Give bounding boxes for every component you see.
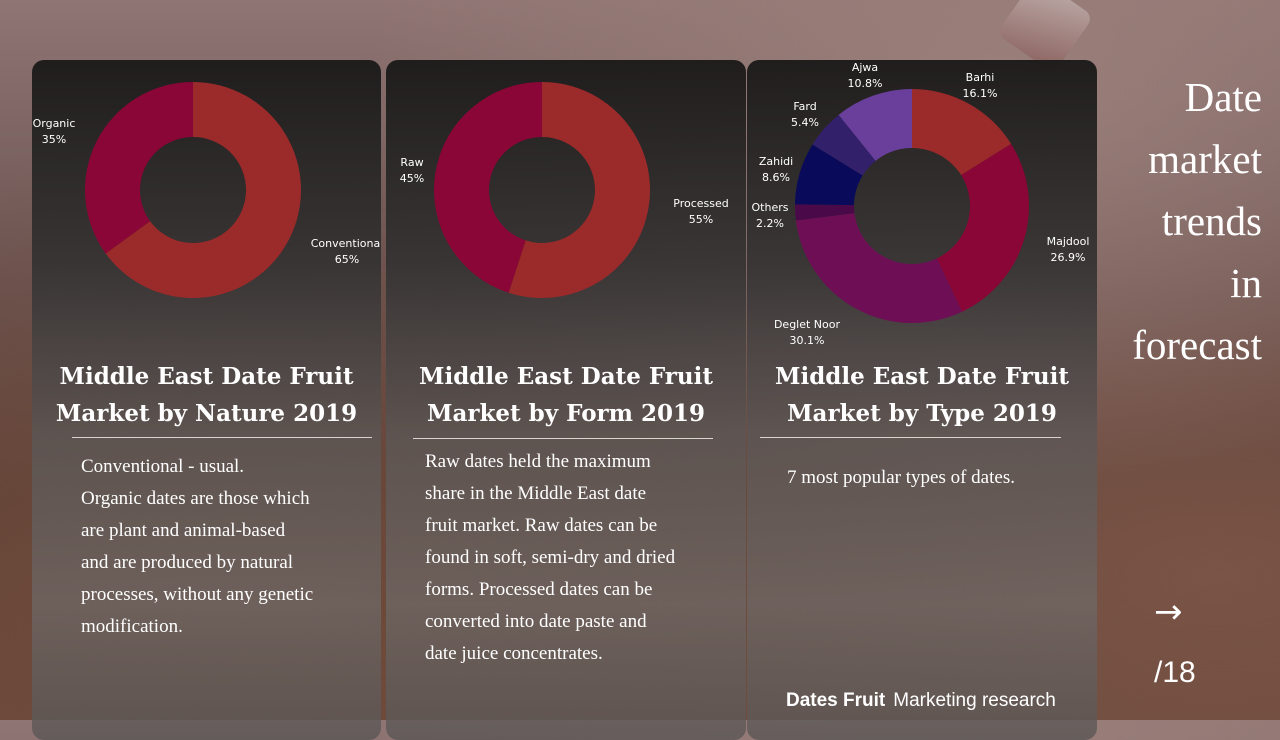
form-donut-chart: Processed 55% Raw 45% <box>400 82 729 298</box>
side-title-line: market <box>1148 136 1262 182</box>
category-label: Conventional <box>311 237 381 250</box>
value-label: 2.2% <box>756 217 784 230</box>
type-donut-chart: Barhi 16.1% Majdool 26.9% Deglet Noor 30.1% Ot… <box>752 61 1090 347</box>
side-title-line: forecast <box>1132 322 1262 368</box>
side-title-line: in <box>1230 260 1262 306</box>
page-number: /18 <box>1154 656 1196 689</box>
nature-donut-chart: Conventional 65% Organic 35% <box>33 82 381 298</box>
next-arrow-icon[interactable]: → <box>1154 592 1183 632</box>
nature-divider <box>72 437 372 438</box>
slice-organic <box>85 82 193 254</box>
form-title-line-2: Market by Form 2019 <box>426 400 706 427</box>
category-label: Processed <box>673 197 728 210</box>
value-label: 35% <box>42 133 66 146</box>
form-desc-line: forms. Processed dates can be <box>425 579 653 600</box>
value-label: 30.1% <box>790 334 825 347</box>
slice-ajwa <box>838 89 912 161</box>
category-label: Barhi <box>966 71 995 84</box>
value-label: 55% <box>689 213 713 226</box>
nature-desc-line: processes, without any genetic <box>81 584 314 605</box>
category-label: Majdool <box>1047 235 1090 248</box>
nature-desc-line: Organic dates are those which <box>81 488 310 509</box>
nature-title-line-1: Middle East Date Fruit <box>59 363 354 390</box>
form-desc-line: date juice concentrates. <box>425 643 603 664</box>
form-desc-line: fruit market. Raw dates can be <box>425 515 658 536</box>
slice-raw <box>433 82 542 293</box>
nature-card: Conventional 65% Organic 35% Middle East Da… <box>32 60 381 740</box>
form-desc-line: found in soft, semi-dry and dried <box>425 547 676 568</box>
footer: Dates Fruit Marketing research <box>786 690 1056 712</box>
form-card-title: Middle East Date Fruit Market by Form 20… <box>386 358 746 432</box>
nature-card-title: Middle East Date Fruit Market by Nature … <box>32 358 381 432</box>
slice-conventional <box>105 82 302 298</box>
side-title-line: Date <box>1184 74 1262 120</box>
category-label: Fard <box>793 100 816 113</box>
value-label: 45% <box>400 172 424 185</box>
type-divider <box>760 437 1061 438</box>
type-description: 7 most popular types of dates. <box>787 462 1015 494</box>
value-label: 8.6% <box>762 171 790 184</box>
slice-majdool <box>936 143 1029 312</box>
nature-desc-line: and are produced by natural <box>81 552 294 573</box>
slice-fard <box>812 114 876 176</box>
type-card-title: Middle East Date Fruit Market by Type 20… <box>747 358 1097 432</box>
category-label: Ajwa <box>852 61 878 74</box>
footer-subtitle: Marketing research <box>893 690 1056 711</box>
type-desc-line: 7 most popular types of dates. <box>787 467 1015 488</box>
category-label: Deglet Noor <box>774 318 841 331</box>
slice-others <box>795 204 855 221</box>
side-title-line: trends <box>1161 198 1262 244</box>
slice-deglet-noor <box>795 213 963 323</box>
slice-barhi <box>912 89 1012 176</box>
form-title-line-1: Middle East Date Fruit <box>419 363 713 390</box>
value-label: 65% <box>335 253 359 266</box>
value-label: 5.4% <box>791 116 819 129</box>
side-title: Date market trends in forecast <box>1132 66 1262 376</box>
footer-brand: Dates Fruit <box>786 690 886 711</box>
form-desc-line: Raw dates held the maximum <box>425 451 651 472</box>
form-card: Processed 55% Raw 45% Middle East Date Frui… <box>386 60 746 740</box>
form-desc-line: share in the Middle East date <box>425 483 647 504</box>
form-desc-line: converted into date paste and <box>425 611 647 632</box>
category-label: Organic <box>33 117 76 130</box>
nature-description: Conventional - usual. Organic dates are … <box>81 451 313 643</box>
category-label: Raw <box>400 156 423 169</box>
type-title-line-2: Market by Type 2019 <box>787 400 1057 427</box>
slice-processed <box>508 82 650 298</box>
category-label: Zahidi <box>759 155 793 168</box>
form-divider <box>413 438 713 439</box>
nature-desc-line: Conventional - usual. <box>81 456 245 477</box>
nature-desc-line: modification. <box>81 616 183 637</box>
type-title-line-1: Middle East Date Fruit <box>775 363 1069 390</box>
value-label: 26.9% <box>1051 251 1086 264</box>
nature-desc-line: are plant and animal-based <box>81 520 286 541</box>
form-description: Raw dates held the maximum share in the … <box>425 446 675 670</box>
value-label: 10.8% <box>848 77 883 90</box>
slice-zahidi <box>795 144 863 206</box>
value-label: 16.1% <box>963 87 998 100</box>
category-label: Others <box>752 201 789 214</box>
nature-title-line-2: Market by Nature 2019 <box>55 400 358 427</box>
